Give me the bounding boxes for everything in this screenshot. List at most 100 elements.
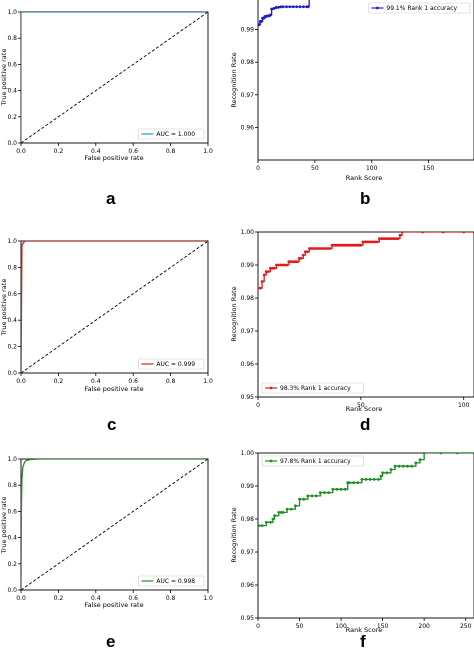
panel-letter-f: f: [360, 632, 366, 651]
x-axis-label: Rank Score: [346, 405, 383, 413]
series-point: [330, 243, 334, 247]
plot-frame: [257, 231, 474, 398]
series-point: [322, 247, 326, 250]
series-point: [312, 247, 315, 250]
series-point: [369, 240, 373, 244]
series-point: [401, 464, 405, 468]
series-point: [293, 504, 297, 508]
y-tick-label: 1.0: [7, 238, 17, 245]
chart-d: 0 50 100 0.95 0.96 0.97 0.98 0.99 1.00 Rank Score…: [230, 229, 474, 413]
series-point: [291, 5, 295, 9]
series-point: [285, 263, 289, 267]
x-axis-label: False positive rate: [84, 154, 143, 162]
y-tick-label: 0.99: [241, 27, 255, 34]
x-tick-label: 0.0: [16, 378, 26, 385]
y-tick-label: 1.0: [7, 9, 17, 16]
chart-f: 0 50 100 150 200 250 0.95 0.96 0.97 0.98 0.99 1.00 R…: [230, 450, 474, 634]
series-point: [295, 260, 299, 264]
series-point: [295, 5, 299, 9]
series-point: [410, 464, 414, 468]
y-tick-label: 0.96: [241, 361, 255, 368]
series-point: [345, 243, 348, 247]
series-point: [338, 243, 342, 247]
series-point: [353, 243, 357, 247]
series-point: [347, 481, 351, 485]
x-tick-label: 150: [377, 623, 389, 630]
series-point: [336, 243, 340, 247]
series-point: [385, 471, 389, 475]
series-point: [422, 453, 426, 455]
series-point: [398, 233, 402, 237]
legend-label: 98.3% Rank 1 accuracy: [280, 385, 351, 392]
x-tick-label: 50: [296, 623, 304, 630]
series-point: [279, 263, 283, 267]
series-point: [361, 240, 365, 244]
series-line: [21, 12, 208, 143]
x-tick-label: 0.8: [166, 378, 176, 385]
series-point: [293, 260, 297, 264]
y-tick-label: 0.0: [7, 140, 17, 147]
series-point: [297, 257, 301, 260]
series-point: [303, 250, 307, 254]
plot-frame: [20, 240, 209, 374]
series-point: [372, 478, 376, 481]
series-point: [377, 237, 381, 241]
series-point: [264, 520, 268, 524]
y-tick-label: 0.96: [241, 582, 255, 589]
plot-frame: [257, 452, 474, 619]
series-point: [360, 478, 364, 481]
y-tick-label: 0.6: [7, 508, 17, 515]
x-axis-label: Rank Score: [346, 174, 383, 182]
x-tick-label: 0.2: [54, 378, 64, 385]
legend-box: [138, 128, 205, 140]
y-tick-label: 0.98: [241, 295, 255, 302]
series-point: [320, 247, 324, 250]
chance-line: [21, 241, 208, 373]
y-axis-label: Recognition Rate: [230, 507, 238, 562]
x-tick-label: 0.0: [16, 148, 26, 155]
y-tick-label: 0.6: [7, 61, 17, 68]
x-tick-label: 150: [423, 165, 435, 172]
series-point: [368, 478, 372, 481]
series-point: [302, 497, 306, 501]
series-point: [279, 5, 283, 9]
chance-line: [21, 459, 208, 590]
x-tick-label: 0.4: [91, 378, 101, 385]
series-point: [389, 468, 393, 471]
series-point: [269, 13, 272, 17]
x-tick-label: 0.0: [16, 595, 26, 602]
series-point: [375, 240, 379, 244]
x-tick-label: 200: [418, 623, 430, 630]
x-tick-label: 250: [460, 623, 472, 630]
x-tick-label: 0.6: [128, 148, 138, 155]
plot-frame: [20, 11, 209, 144]
series-point: [396, 237, 400, 241]
series-point: [275, 263, 278, 267]
series-point: [334, 243, 338, 247]
y-axis-label: True positive rate: [0, 279, 8, 337]
series-point: [386, 237, 389, 241]
series-point: [258, 23, 261, 27]
y-tick-label: 0.4: [7, 88, 17, 95]
series-point: [439, 453, 443, 455]
panel-letter-c: c: [107, 415, 117, 434]
series-point: [264, 270, 268, 273]
legend-label: 97.8% Rank 1 accuracy: [280, 458, 351, 465]
y-tick-label: 1.0: [7, 456, 17, 463]
series-point: [343, 243, 346, 247]
series-point: [273, 266, 276, 270]
y-tick-label: 0.2: [7, 344, 17, 351]
y-tick-label: 0.95: [241, 615, 255, 622]
series-point: [268, 266, 272, 270]
series-point: [331, 487, 335, 491]
x-tick-label: 0: [256, 623, 260, 630]
series-point: [347, 243, 350, 247]
x-axis-label: False positive rate: [84, 385, 143, 393]
series-point: [382, 237, 385, 241]
series-point: [277, 263, 280, 267]
series-point: [379, 474, 383, 478]
series-line: [21, 459, 208, 590]
series-point: [273, 514, 277, 518]
series-point: [271, 517, 275, 521]
x-tick-label: 0.4: [91, 148, 101, 155]
